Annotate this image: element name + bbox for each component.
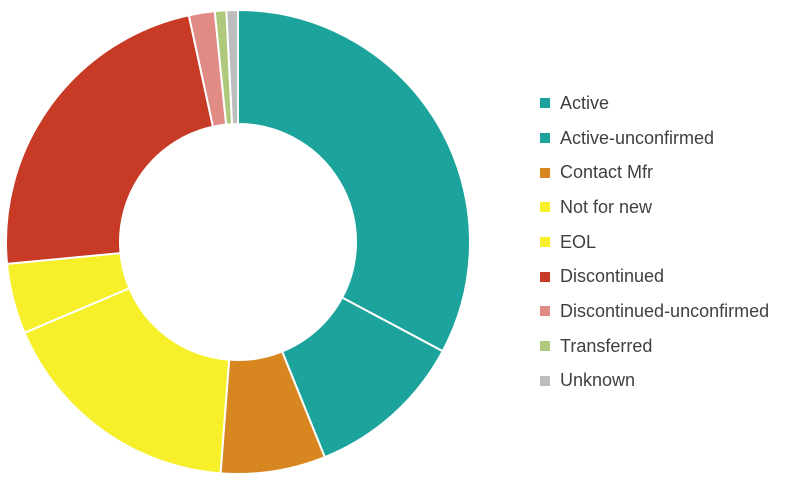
legend-label: EOL	[560, 231, 597, 252]
legend-label: Discontinued	[560, 266, 665, 287]
legend-label: Transferred	[560, 335, 653, 356]
slice-discontinued	[5, 14, 215, 265]
legend-label: Active	[560, 92, 610, 113]
legend-item-discontinued-unconfirmed: Discontinued-unconfirmed	[540, 294, 800, 329]
legend-item-active: Active	[540, 86, 800, 121]
legend-label: Contact Mfr	[560, 162, 654, 183]
legend-item-active-unconfirmed: Active-unconfirmed	[540, 121, 800, 156]
legend-item-contact-mfr: Contact Mfr	[540, 155, 800, 190]
legend: Active Active-unconfirmed Contact Mfr Not f…	[540, 86, 800, 398]
legend-label: Active-unconfirmed	[560, 127, 715, 148]
legend-label: Unknown	[560, 370, 636, 391]
legend-item-not-for-new: Not for new	[540, 190, 800, 225]
slice-unknown	[225, 8, 239, 126]
legend-swatch	[540, 375, 550, 386]
legend-swatch	[540, 306, 550, 317]
legend-label: Not for new	[560, 196, 653, 217]
legend-item-transferred: Transferred	[540, 329, 800, 364]
legend-swatch	[540, 202, 550, 213]
legend-swatch	[540, 98, 550, 109]
donut-slices	[5, 8, 471, 475]
legend-swatch	[540, 271, 550, 282]
legend-swatch	[540, 133, 550, 144]
legend-item-unknown: Unknown	[540, 364, 800, 399]
slice-not-for-new	[23, 286, 231, 475]
legend-swatch	[540, 167, 550, 178]
slice-active	[237, 8, 471, 353]
legend-item-discontinued: Discontinued	[540, 259, 800, 294]
legend-label: Discontinued-unconfirmed	[560, 300, 770, 321]
legend-item-eol: EOL	[540, 225, 800, 260]
legend-swatch	[540, 341, 550, 352]
legend-swatch	[540, 237, 550, 248]
donut-chart-plot	[5, 8, 471, 475]
